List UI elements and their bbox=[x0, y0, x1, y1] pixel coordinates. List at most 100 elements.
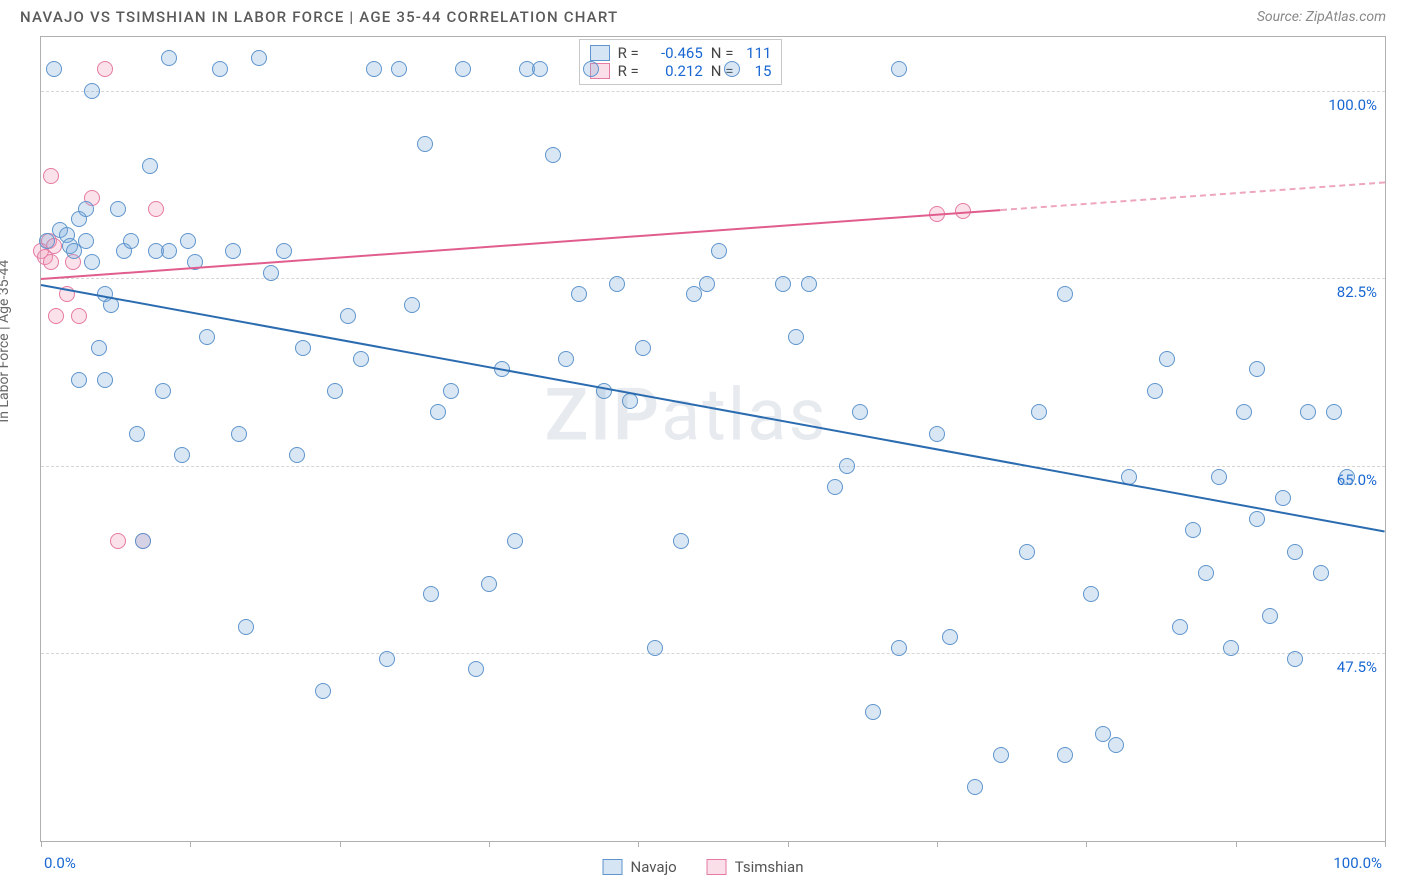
legend-item-tsimshian: Tsimshian bbox=[707, 858, 804, 876]
scatter-point bbox=[423, 586, 439, 602]
scatter-point bbox=[1031, 404, 1047, 420]
scatter-point bbox=[827, 479, 843, 495]
scatter-point bbox=[1287, 544, 1303, 560]
scatter-point bbox=[71, 308, 87, 324]
scatter-point bbox=[724, 61, 740, 77]
scatter-point bbox=[481, 576, 497, 592]
scatter-point bbox=[1275, 490, 1291, 506]
scatter-point bbox=[1019, 544, 1035, 560]
stats-row-blue: R = -0.465 N = 111 bbox=[590, 44, 772, 62]
scatter-point bbox=[1339, 469, 1355, 485]
scatter-point bbox=[443, 383, 459, 399]
scatter-point bbox=[609, 276, 625, 292]
scatter-point bbox=[596, 383, 612, 399]
scatter-point bbox=[635, 340, 651, 356]
scatter-point bbox=[1287, 651, 1303, 667]
gridline bbox=[41, 91, 1385, 92]
scatter-point bbox=[1172, 619, 1188, 635]
scatter-point bbox=[673, 533, 689, 549]
stats-box: R = -0.465 N = 111 R = 0.212 N = 15 bbox=[579, 39, 783, 85]
scatter-point bbox=[1083, 586, 1099, 602]
r-label: R = bbox=[618, 44, 639, 62]
n-value-pink: 15 bbox=[741, 62, 771, 80]
scatter-point bbox=[1249, 361, 1265, 377]
scatter-point bbox=[647, 640, 663, 656]
y-tick-label: 100.0% bbox=[1328, 96, 1377, 114]
scatter-point bbox=[379, 651, 395, 667]
scatter-point bbox=[180, 233, 196, 249]
scatter-point bbox=[48, 308, 64, 324]
scatter-point bbox=[1108, 737, 1124, 753]
legend: Navajo Tsimshian bbox=[603, 858, 804, 876]
gridline bbox=[41, 653, 1385, 654]
r-label: R = bbox=[618, 62, 639, 80]
scatter-point bbox=[78, 233, 94, 249]
scatter-point bbox=[135, 533, 151, 549]
scatter-point bbox=[891, 640, 907, 656]
scatter-point bbox=[686, 286, 702, 302]
scatter-point bbox=[110, 201, 126, 217]
scatter-point bbox=[1159, 351, 1175, 367]
x-tick bbox=[190, 841, 191, 847]
scatter-point bbox=[97, 61, 113, 77]
scatter-point bbox=[942, 629, 958, 645]
scatter-point bbox=[161, 50, 177, 66]
x-axis-min-label: 0.0% bbox=[44, 854, 76, 872]
scatter-point bbox=[1313, 565, 1329, 581]
scatter-point bbox=[1147, 383, 1163, 399]
y-tick-label: 47.5% bbox=[1337, 658, 1377, 676]
scatter-point bbox=[231, 426, 247, 442]
scatter-point bbox=[1262, 608, 1278, 624]
x-tick bbox=[1385, 841, 1386, 847]
scatter-point bbox=[532, 61, 548, 77]
scatter-point bbox=[289, 447, 305, 463]
scatter-point bbox=[417, 136, 433, 152]
scatter-point bbox=[315, 683, 331, 699]
stats-row-pink: R = 0.212 N = 15 bbox=[590, 62, 772, 80]
swatch-blue-icon bbox=[590, 45, 610, 61]
scatter-point bbox=[711, 243, 727, 259]
scatter-point bbox=[839, 458, 855, 474]
r-value-pink: 0.212 bbox=[647, 62, 703, 80]
scatter-point bbox=[148, 201, 164, 217]
scatter-point bbox=[468, 661, 484, 677]
scatter-point bbox=[212, 61, 228, 77]
scatter-point bbox=[507, 533, 523, 549]
chart-title: NAVAJO VS TSIMSHIAN IN LABOR FORCE | AGE… bbox=[20, 8, 618, 26]
scatter-point bbox=[71, 372, 87, 388]
scatter-point bbox=[1249, 511, 1265, 527]
gridline bbox=[41, 466, 1385, 467]
scatter-point bbox=[276, 243, 292, 259]
scatter-point bbox=[1185, 522, 1201, 538]
x-tick bbox=[937, 841, 938, 847]
x-tick bbox=[788, 841, 789, 847]
scatter-point bbox=[775, 276, 791, 292]
scatter-point bbox=[97, 372, 113, 388]
swatch-pink-icon bbox=[707, 859, 727, 875]
scatter-point bbox=[404, 297, 420, 313]
trend-line bbox=[41, 284, 1385, 533]
scatter-point bbox=[455, 61, 471, 77]
scatter-point bbox=[39, 233, 55, 249]
scatter-point bbox=[174, 447, 190, 463]
scatter-point bbox=[46, 61, 62, 77]
x-tick bbox=[1086, 841, 1087, 847]
scatter-point bbox=[327, 383, 343, 399]
scatter-point bbox=[801, 276, 817, 292]
scatter-point bbox=[199, 329, 215, 345]
n-label: N = bbox=[711, 44, 734, 62]
scatter-point bbox=[142, 158, 158, 174]
scatter-point bbox=[91, 340, 107, 356]
scatter-point bbox=[558, 351, 574, 367]
chart-area: In Labor Force | Age 35-44 ZIPatlas R = … bbox=[40, 36, 1386, 842]
swatch-blue-icon bbox=[603, 859, 623, 875]
scatter-point bbox=[852, 404, 868, 420]
x-tick bbox=[340, 841, 341, 847]
scatter-point bbox=[1223, 640, 1239, 656]
scatter-point bbox=[993, 747, 1009, 763]
r-value-blue: -0.465 bbox=[647, 44, 703, 62]
scatter-point bbox=[84, 254, 100, 270]
scatter-point bbox=[78, 201, 94, 217]
scatter-point bbox=[1211, 469, 1227, 485]
scatter-point bbox=[391, 61, 407, 77]
